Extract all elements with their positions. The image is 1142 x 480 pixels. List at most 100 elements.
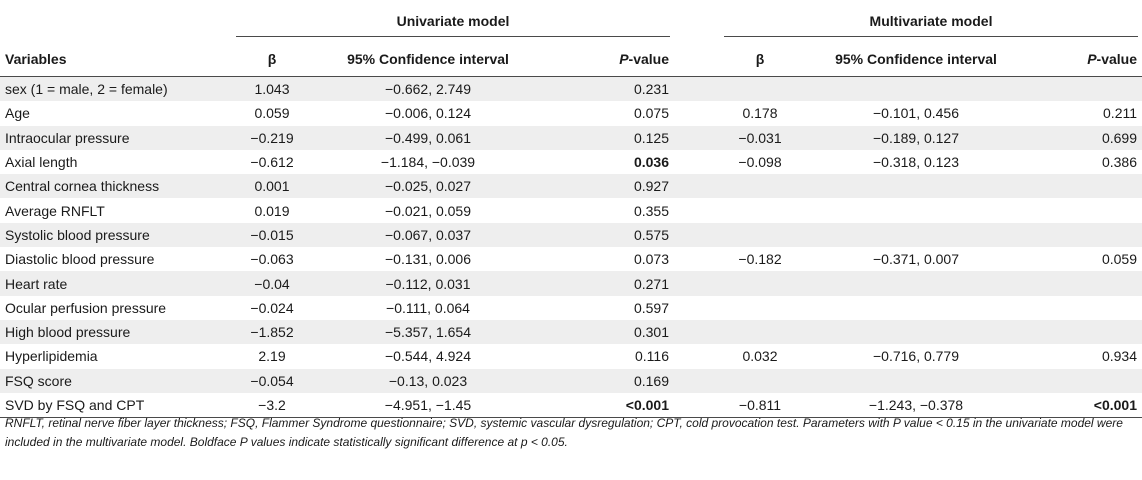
- variable-cell: Axial length: [0, 149, 232, 175]
- multivariate-p-cell: [1032, 76, 1142, 102]
- univariate-beta-header: β: [232, 42, 312, 77]
- multivariate-beta-cell: [720, 295, 800, 320]
- table-row: sex (1 = male, 2 = female) 1.043 −0.662, 2…: [0, 76, 1142, 102]
- univariate-ci-cell: −1.184, −0.039: [312, 149, 544, 175]
- gap-cell: [674, 392, 720, 419]
- variable-cell: Ocular perfusion pressure: [0, 295, 232, 320]
- multivariate-group-label: Multivariate model: [869, 13, 993, 29]
- regression-table: Univariate model Multivariate model Vari…: [0, 0, 1142, 419]
- table-row: Ocular perfusion pressure −0.024 −0.111, 0…: [0, 295, 1142, 320]
- gap-cell: [674, 125, 720, 150]
- univariate-p-cell: 0.575: [544, 222, 674, 248]
- p-suffix: -value: [628, 51, 669, 67]
- univariate-p-cell: 0.075: [544, 101, 674, 126]
- variables-header: Variables: [0, 42, 232, 77]
- multivariate-p-cell: 0.934: [1032, 344, 1142, 369]
- multivariate-p-cell: [1032, 174, 1142, 199]
- univariate-p-cell: <0.001: [544, 392, 674, 419]
- multivariate-beta-cell: −0.098: [720, 149, 800, 175]
- univariate-group-header: Univariate model: [232, 0, 674, 42]
- multivariate-p-cell: <0.001: [1032, 392, 1142, 419]
- multivariate-rule: [724, 36, 1139, 37]
- univariate-p-cell: 0.036: [544, 149, 674, 175]
- gap-cell: [674, 198, 720, 223]
- univariate-beta-cell: −0.054: [232, 368, 312, 393]
- univariate-ci-cell: −0.499, 0.061: [312, 125, 544, 150]
- variable-cell: Heart rate: [0, 271, 232, 296]
- multivariate-p-cell: 0.699: [1032, 125, 1142, 150]
- variable-cell: Hyperlipidemia: [0, 344, 232, 369]
- univariate-p-cell: 0.125: [544, 125, 674, 150]
- multivariate-ci-cell: [800, 76, 1032, 102]
- univariate-beta-cell: −0.063: [232, 247, 312, 272]
- univariate-ci-cell: −0.006, 0.124: [312, 101, 544, 126]
- multivariate-beta-cell: −0.182: [720, 247, 800, 272]
- gap-cell: [674, 319, 720, 345]
- multivariate-ci-cell: [800, 174, 1032, 199]
- variable-cell: sex (1 = male, 2 = female): [0, 76, 232, 102]
- multivariate-beta-cell: [720, 368, 800, 393]
- multivariate-p-cell: 0.059: [1032, 247, 1142, 272]
- table-row: Age 0.059 −0.006, 0.124 0.075 0.178 −0.101, 0…: [0, 101, 1142, 126]
- p-suffix: -value: [1096, 51, 1138, 67]
- multivariate-beta-cell: [720, 198, 800, 223]
- univariate-ci-cell: −0.067, 0.037: [312, 222, 544, 248]
- univariate-beta-cell: 0.059: [232, 101, 312, 126]
- table-row: High blood pressure −1.852 −5.357, 1.654 0.…: [0, 319, 1142, 345]
- univariate-ci-cell: −0.544, 4.924: [312, 344, 544, 369]
- empty-header-cell: [0, 0, 232, 42]
- univariate-ci-cell: −0.662, 2.749: [312, 76, 544, 102]
- multivariate-ci-cell: [800, 368, 1032, 393]
- multivariate-p-cell: [1032, 198, 1142, 223]
- multivariate-beta-cell: 0.032: [720, 344, 800, 369]
- multivariate-beta-cell: [720, 319, 800, 345]
- univariate-ci-header: 95% Confidence interval: [312, 42, 544, 77]
- multivariate-ci-cell: [800, 319, 1032, 345]
- gap-cell: [674, 295, 720, 320]
- p-italic: P: [1087, 51, 1097, 67]
- univariate-p-cell: 0.271: [544, 271, 674, 296]
- univariate-p-cell: 0.301: [544, 319, 674, 345]
- multivariate-ci-cell: −0.318, 0.123: [800, 149, 1032, 175]
- univariate-beta-cell: 0.001: [232, 174, 312, 199]
- variable-cell: SVD by FSQ and CPT: [0, 392, 232, 419]
- gap-cell: [674, 149, 720, 175]
- univariate-ci-cell: −4.951, −1.45: [312, 392, 544, 419]
- table-body: sex (1 = male, 2 = female) 1.043 −0.662, 2…: [0, 76, 1142, 419]
- multivariate-beta-cell: −0.811: [720, 392, 800, 419]
- univariate-p-cell: 0.116: [544, 344, 674, 369]
- multivariate-p-cell: [1032, 295, 1142, 320]
- table-row: Heart rate −0.04 −0.112, 0.031 0.271: [0, 271, 1142, 296]
- multivariate-ci-cell: [800, 198, 1032, 223]
- multivariate-beta-cell: [720, 174, 800, 199]
- univariate-beta-cell: 1.043: [232, 76, 312, 102]
- univariate-beta-cell: −1.852: [232, 319, 312, 345]
- univariate-group-label: Univariate model: [396, 13, 510, 29]
- variable-cell: Average RNFLT: [0, 198, 232, 223]
- univariate-beta-cell: 2.19: [232, 344, 312, 369]
- multivariate-ci-header: 95% Confidence interval: [800, 42, 1032, 77]
- multivariate-p-cell: 0.211: [1032, 101, 1142, 126]
- univariate-p-cell: 0.073: [544, 247, 674, 272]
- multivariate-group-header: Multivariate model: [720, 0, 1142, 42]
- multivariate-ci-cell: −0.101, 0.456: [800, 101, 1032, 126]
- multivariate-ci-cell: [800, 222, 1032, 248]
- table-row: Hyperlipidemia 2.19 −0.544, 4.924 0.116 0.03…: [0, 344, 1142, 369]
- univariate-p-header: P-value: [544, 42, 674, 77]
- p-italic: P: [619, 51, 629, 67]
- gap-cell: [674, 174, 720, 199]
- table-row: SVD by FSQ and CPT −3.2 −4.951, −1.45 <0.00…: [0, 392, 1142, 419]
- univariate-p-cell: 0.927: [544, 174, 674, 199]
- variable-cell: Central cornea thickness: [0, 174, 232, 199]
- univariate-beta-cell: −0.024: [232, 295, 312, 320]
- gap-cell: [674, 101, 720, 126]
- multivariate-beta-header: β: [720, 42, 800, 77]
- table-row: Systolic blood pressure −0.015 −0.067, 0.0…: [0, 222, 1142, 248]
- multivariate-ci-cell: −0.189, 0.127: [800, 125, 1032, 150]
- multivariate-beta-cell: 0.178: [720, 101, 800, 126]
- univariate-beta-cell: 0.019: [232, 198, 312, 223]
- univariate-p-cell: 0.355: [544, 198, 674, 223]
- gap-cell: [674, 344, 720, 369]
- multivariate-ci-cell: −0.371, 0.007: [800, 247, 1032, 272]
